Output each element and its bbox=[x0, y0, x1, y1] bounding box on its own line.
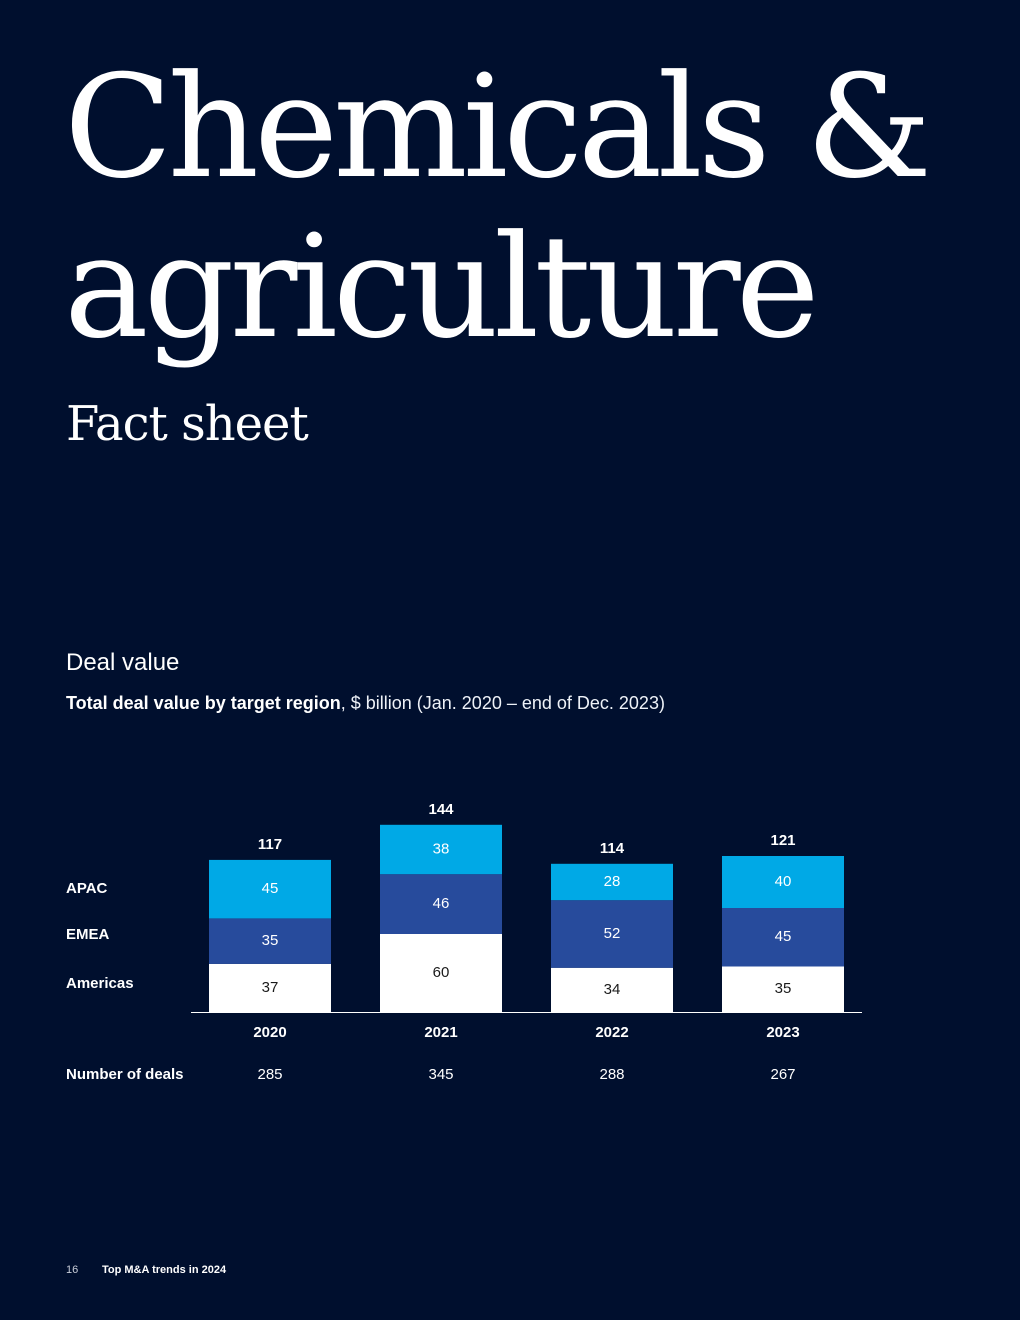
deals-count-2020: 285 bbox=[257, 1066, 282, 1083]
deals-row-label: Number of deals bbox=[66, 1066, 184, 1083]
data-label-emea-2023: 45 bbox=[775, 928, 792, 945]
bar-americas-2023 bbox=[722, 966, 844, 1012]
total-label-2022: 114 bbox=[600, 840, 625, 857]
legend-label-apac: APAC bbox=[66, 880, 108, 897]
bar-emea-2023 bbox=[722, 908, 844, 967]
x-tick-label-2021: 2021 bbox=[424, 1024, 457, 1041]
deals-count-2022: 288 bbox=[599, 1066, 624, 1083]
footer-report-title: Top M&A trends in 2024 bbox=[102, 1264, 227, 1276]
bar-americas-2021 bbox=[380, 934, 502, 1012]
chart-caption: Total deal value by target region, $ bil… bbox=[66, 691, 665, 715]
data-label-apac-2022: 28 bbox=[604, 873, 621, 890]
total-label-2020: 117 bbox=[258, 836, 282, 853]
x-tick-label-2023: 2023 bbox=[766, 1024, 799, 1041]
bar-emea-2020 bbox=[209, 918, 331, 964]
data-label-emea-2021: 46 bbox=[433, 895, 450, 912]
footer-page-number: 16 bbox=[66, 1264, 79, 1276]
x-tick-label-2020: 2020 bbox=[253, 1024, 286, 1041]
data-label-apac-2021: 38 bbox=[433, 840, 450, 857]
data-label-americas-2022: 34 bbox=[604, 981, 621, 998]
total-label-2021: 144 bbox=[428, 801, 454, 818]
data-label-americas-2023: 35 bbox=[775, 980, 792, 997]
page-subtitle: Fact sheet bbox=[66, 396, 309, 452]
bar-apac-2020 bbox=[209, 859, 331, 919]
bar-emea-2021 bbox=[380, 874, 502, 934]
bar-apac-2023 bbox=[722, 856, 844, 908]
data-label-emea-2022: 52 bbox=[604, 925, 621, 942]
page-title-line-2: agriculture bbox=[64, 205, 820, 370]
bar-apac-2022 bbox=[551, 863, 673, 901]
data-label-apac-2023: 40 bbox=[775, 873, 792, 890]
section-heading: Deal value bbox=[66, 649, 180, 676]
page-title: Chemicals & agriculture bbox=[64, 45, 932, 370]
chart-caption-bold: Total deal value by target region bbox=[66, 693, 341, 713]
bar-americas-2022 bbox=[551, 967, 673, 1012]
bar-americas-2020 bbox=[209, 963, 331, 1012]
deals-count-2021: 345 bbox=[428, 1066, 453, 1083]
bar-emea-2022 bbox=[551, 900, 673, 968]
page-title-line-1: Chemicals & bbox=[64, 45, 932, 210]
legend-label-americas: Americas bbox=[66, 975, 134, 992]
data-label-americas-2021: 60 bbox=[433, 964, 450, 981]
total-label-2023: 121 bbox=[770, 832, 795, 849]
data-label-apac-2020: 45 bbox=[262, 880, 279, 897]
x-tick-label-2022: 2022 bbox=[595, 1024, 628, 1041]
data-label-americas-2020: 37 bbox=[262, 979, 279, 996]
chart-caption-rest: , $ billion (Jan. 2020 – end of Dec. 202… bbox=[340, 693, 665, 713]
legend-label-emea: EMEA bbox=[66, 926, 110, 943]
bar-apac-2021 bbox=[380, 824, 502, 875]
data-label-emea-2020: 35 bbox=[262, 932, 279, 949]
deals-count-2023: 267 bbox=[770, 1066, 795, 1083]
